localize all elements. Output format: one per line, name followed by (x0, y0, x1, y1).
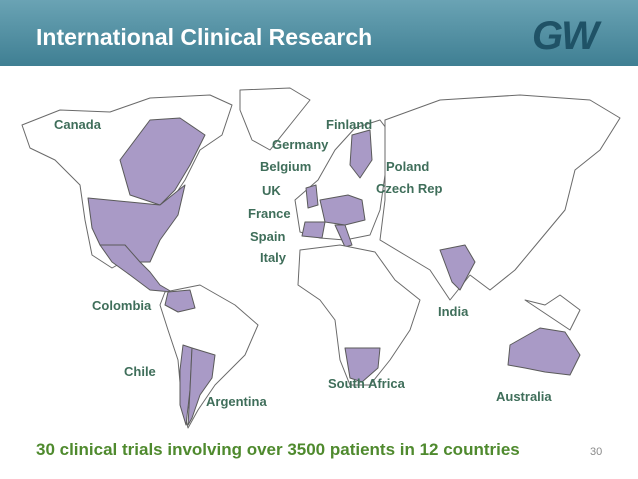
india (439, 244, 476, 291)
country-label: Spain (250, 229, 286, 244)
spain (301, 221, 326, 239)
country-label: Germany (272, 137, 329, 152)
mexico (99, 244, 173, 293)
country-label: Colombia (92, 298, 152, 313)
header-bar (0, 0, 638, 66)
country-label: Chile (124, 364, 156, 379)
country-label: Belgium (260, 159, 312, 174)
colombia (164, 289, 196, 313)
africa (297, 244, 421, 386)
finland (349, 129, 373, 179)
country-label: UK (262, 183, 281, 198)
central-europe (319, 194, 366, 226)
slide-title: International Clinical Research (36, 24, 373, 50)
australia (507, 327, 581, 376)
asia (379, 94, 621, 301)
logo: GW (532, 14, 599, 58)
world-map (21, 87, 621, 429)
canada-east (119, 117, 206, 206)
argentina (187, 347, 216, 426)
italy (334, 224, 353, 248)
country-label: India (438, 304, 469, 319)
usa (87, 184, 186, 263)
country-label: Italy (260, 250, 287, 265)
country-label: France (248, 206, 291, 221)
country-label: Argentina (206, 394, 267, 409)
country-label: Canada (54, 117, 101, 132)
greenland (239, 87, 311, 151)
country-label: Australia (496, 389, 552, 404)
footer-text: 30 clinical trials involving over 3500 p… (36, 440, 520, 459)
country-label: Poland (386, 159, 430, 174)
south-africa (344, 347, 381, 383)
indonesia (524, 294, 581, 331)
uk (305, 184, 319, 209)
country-label: Finland (326, 117, 373, 132)
page-number: 30 (590, 446, 603, 458)
country-label: South Africa (328, 376, 405, 391)
country-label: Czech Rep (376, 181, 443, 196)
